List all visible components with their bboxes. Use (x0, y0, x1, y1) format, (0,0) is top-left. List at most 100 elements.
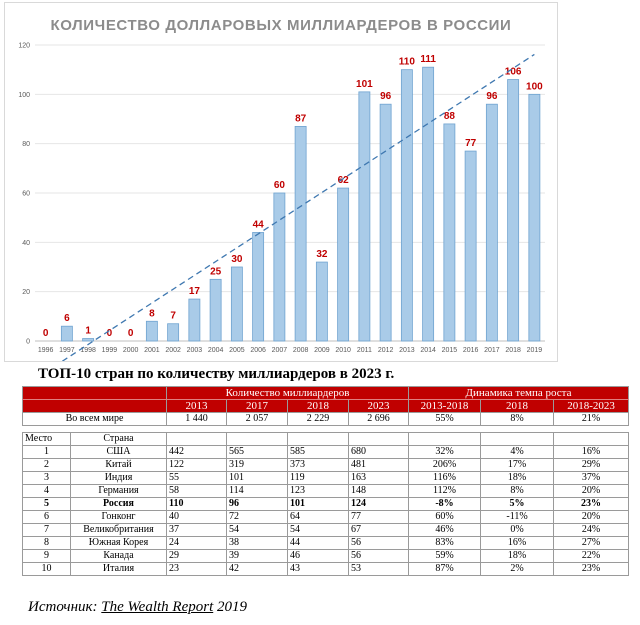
x-tick-label-2017: 2017 (484, 347, 500, 354)
header-empty (22, 386, 167, 400)
bar-2009 (315, 261, 328, 342)
count-cell: 122 (166, 458, 227, 472)
x-tick-label-1999: 1999 (102, 347, 118, 354)
data-label-2008: 87 (295, 113, 307, 124)
bar-2002 (167, 323, 180, 342)
count-cell: 585 (287, 445, 349, 459)
bar-2008 (294, 126, 307, 342)
growth-cell: 2% (480, 562, 555, 576)
growth-cell: 112% (408, 484, 482, 498)
count-cell: 680 (347, 445, 410, 459)
x-tick-label-2004: 2004 (208, 347, 224, 354)
y-tick-label: 80 (22, 141, 30, 148)
spacer-cell (480, 425, 554, 433)
count-cell: 101 (287, 497, 349, 511)
country-row: 1 США 442 565 585 680 32% 4% 16% (22, 445, 630, 459)
world-label: Во всем мире (22, 412, 167, 426)
header-empty (22, 399, 167, 413)
country-cell: Гонконг (70, 510, 167, 524)
col-header-empty (408, 432, 482, 446)
table-title: ТОП-10 стран по количеству миллиардеров … (38, 366, 395, 382)
x-tick-label-1997: 1997 (59, 347, 75, 354)
count-cell: 163 (347, 471, 410, 485)
col-header-empty (347, 432, 410, 446)
count-cell: 55 (166, 471, 227, 485)
count-cell: 101 (226, 471, 288, 485)
count-cell: 24 (166, 536, 227, 550)
growth-cell: 22% (553, 549, 630, 563)
col-place-header: Место (22, 432, 71, 446)
growth-cell: 8% (480, 484, 555, 498)
count-cell: 53 (347, 562, 410, 576)
world-value: 21% (553, 412, 630, 426)
data-label-1997: 6 (64, 313, 70, 324)
spacer-cell (226, 425, 288, 433)
growth-cell: 17% (480, 458, 555, 472)
country-cell: Индия (70, 471, 167, 485)
place-cell: 1 (22, 445, 71, 459)
header-growth-group: Динамика темпа роста (408, 386, 630, 400)
growth-cell: 32% (408, 445, 482, 459)
col-country-header: Страна (70, 432, 167, 446)
bar-2016 (464, 150, 477, 342)
x-tick-label-2009: 2009 (314, 347, 330, 354)
header-row-groups: Количество миллиардеров Динамика темпа ро… (22, 386, 630, 400)
data-label-2003: 17 (189, 286, 201, 297)
growth-cell: 0% (480, 523, 555, 537)
country-row: 3 Индия 55 101 119 163 116% 18% 37% (22, 471, 630, 485)
count-cell: 38 (226, 536, 288, 550)
count-cell: 54 (287, 523, 349, 537)
header-count-group: Количество миллиардеров (165, 386, 410, 400)
country-cell: Китай (70, 458, 167, 472)
data-label-1996: 0 (43, 328, 49, 339)
source-note: Источник: The Wealth Report 2019 (28, 599, 247, 616)
spacer-row (22, 425, 629, 433)
count-cell: 77 (347, 510, 410, 524)
place-cell: 5 (22, 497, 71, 511)
count-cell: 56 (347, 536, 410, 550)
spacer-cell (166, 425, 227, 433)
count-cell: 64 (287, 510, 349, 524)
bar-2013 (400, 69, 413, 342)
y-tick-label: 100 (18, 92, 30, 99)
header-year: 2018 (287, 399, 349, 413)
y-tick-label: 40 (22, 240, 30, 247)
bar-2011 (358, 91, 371, 342)
x-tick-label-2015: 2015 (442, 347, 458, 354)
world-row: Во всем мире 1 440 2 057 2 229 2 696 55% 8% 21% (22, 412, 630, 426)
country-cell: Великобритания (70, 523, 167, 537)
count-cell: 119 (287, 471, 349, 485)
header-year: 2017 (226, 399, 288, 413)
place-cell: 2 (22, 458, 71, 472)
count-cell: 124 (347, 497, 410, 511)
bar-2001 (145, 320, 158, 342)
world-value: 2 057 (226, 412, 288, 426)
count-cell: 114 (226, 484, 288, 498)
data-label-2010: 62 (338, 175, 350, 186)
data-label-2016: 77 (465, 138, 477, 149)
count-cell: 58 (166, 484, 227, 498)
x-tick-label-2013: 2013 (399, 347, 415, 354)
growth-cell: 4% (480, 445, 555, 459)
count-cell: 72 (226, 510, 288, 524)
growth-cell: 16% (480, 536, 555, 550)
data-label-2011: 101 (356, 79, 373, 90)
count-cell: 123 (287, 484, 349, 498)
growth-cell: 37% (553, 471, 630, 485)
data-label-2018: 106 (505, 67, 522, 78)
data-label-2005: 30 (231, 254, 243, 265)
count-cell: 37 (166, 523, 227, 537)
bar-2014 (422, 66, 435, 342)
count-cell: 56 (347, 549, 410, 563)
world-value: 2 229 (287, 412, 349, 426)
growth-cell: 20% (553, 484, 630, 498)
bar-1998 (82, 338, 95, 342)
bar-2015 (443, 123, 456, 342)
x-tick-label-2006: 2006 (250, 347, 266, 354)
x-tick-label-2019: 2019 (527, 347, 543, 354)
place-cell: 4 (22, 484, 71, 498)
x-tick-label-2014: 2014 (420, 347, 436, 354)
count-cell: 67 (347, 523, 410, 537)
count-cell: 373 (287, 458, 349, 472)
country-cell: Германия (70, 484, 167, 498)
